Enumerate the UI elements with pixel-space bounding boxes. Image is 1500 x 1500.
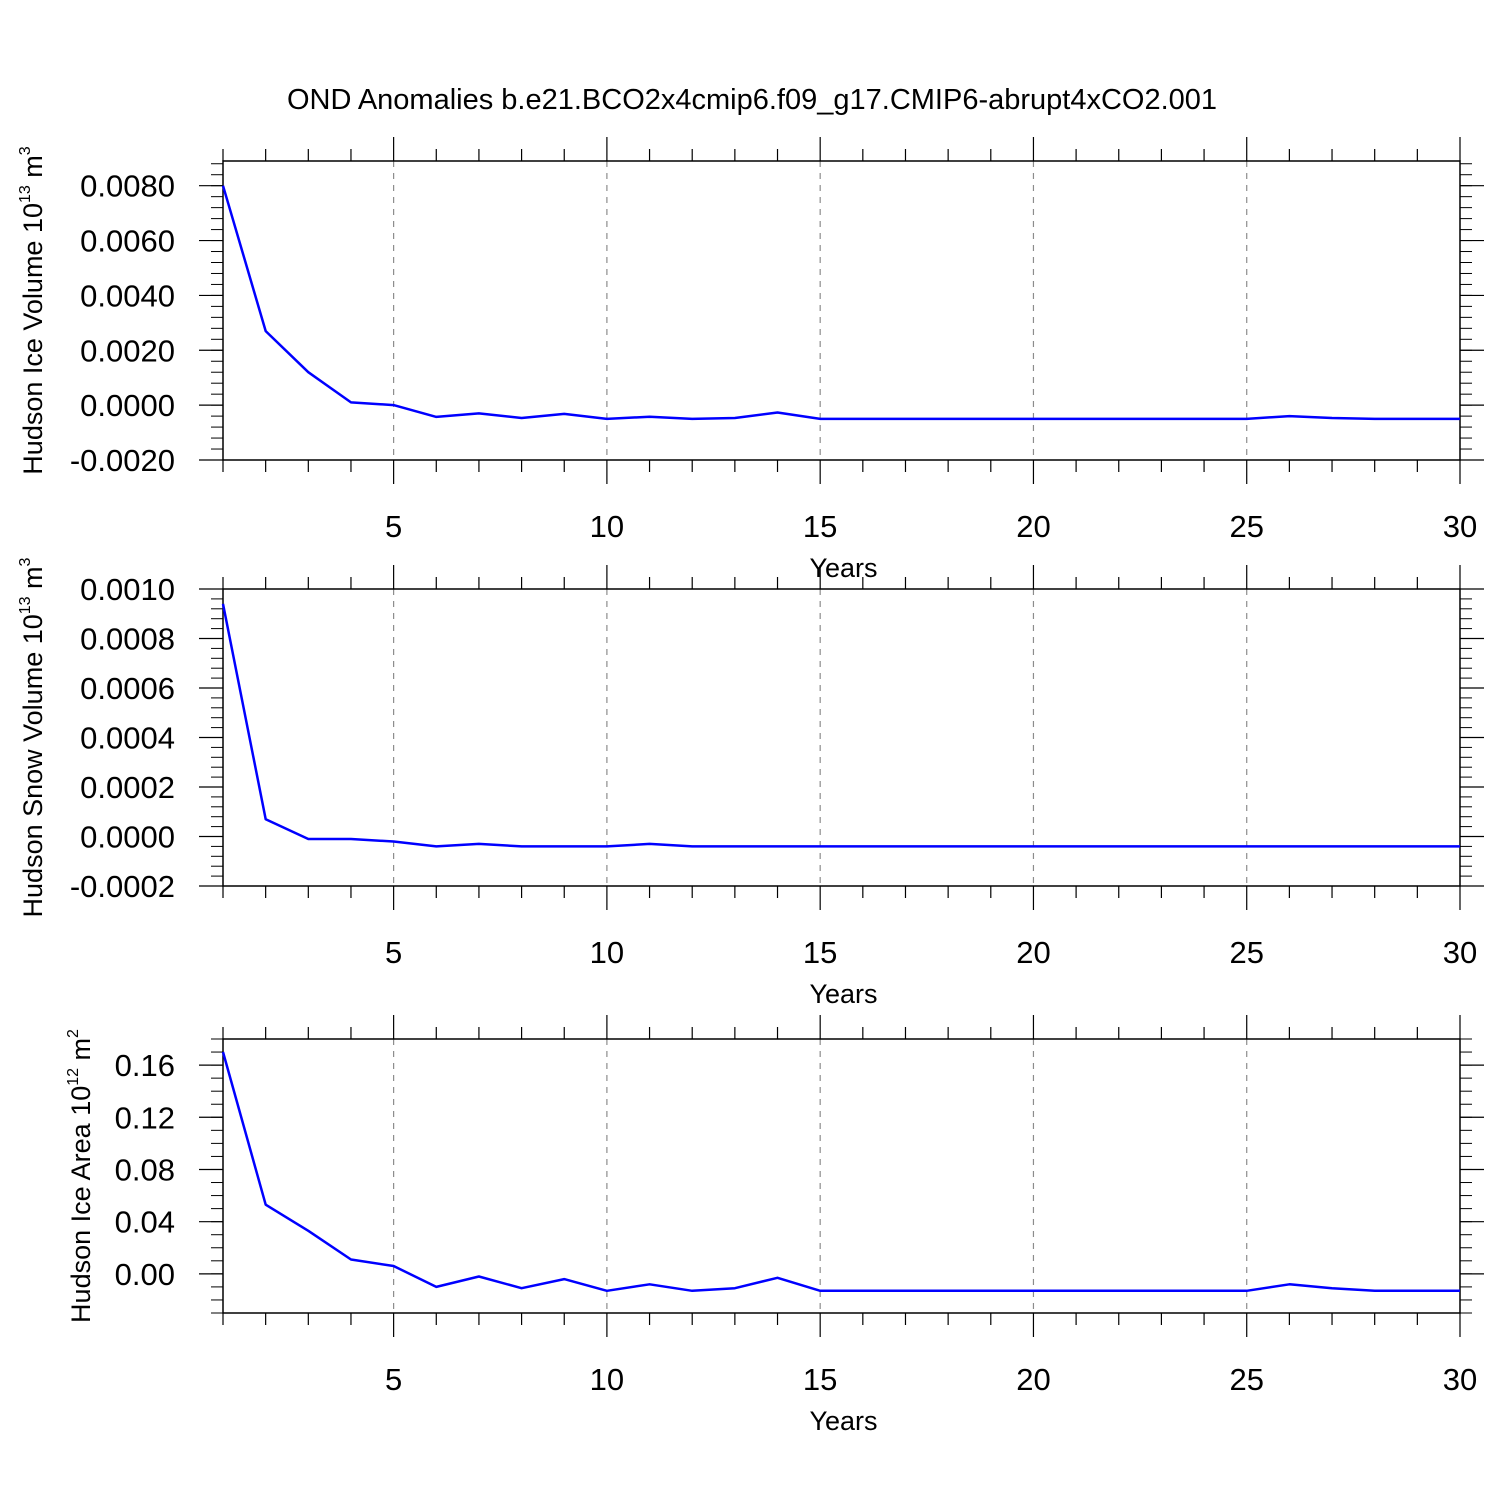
y-axis-label: Hudson Ice Area 1012 m2 bbox=[65, 1029, 96, 1323]
y-axis-label-superscript: 2 bbox=[65, 1029, 82, 1038]
x-tick-label: 5 bbox=[385, 509, 402, 544]
series-line-ice-volume bbox=[221, 185, 1460, 421]
x-tick-label: 25 bbox=[1229, 1362, 1263, 1397]
x-tick-label: 10 bbox=[590, 509, 624, 544]
x-tick-label: 20 bbox=[1016, 509, 1050, 544]
x-tick-label: 10 bbox=[590, 1362, 624, 1397]
y-tick-label: 0.00 bbox=[115, 1257, 175, 1292]
y-axis-label: Hudson Ice Volume 1013 m3 bbox=[17, 146, 48, 474]
y-tick-label: 0.0000 bbox=[80, 388, 175, 423]
y-axis-label-superscript: 3 bbox=[17, 146, 34, 155]
y-axis-label-superscript: 13 bbox=[17, 596, 34, 614]
y-axis-label-superscript: 3 bbox=[17, 557, 34, 566]
x-tick-label: 20 bbox=[1016, 935, 1050, 970]
y-axis-label-text: Hudson Snow Volume 10 bbox=[18, 614, 48, 917]
y-tick-label: -0.0002 bbox=[70, 869, 175, 904]
y-tick-label: 0.0006 bbox=[80, 671, 175, 706]
y-tick-label: 0.0008 bbox=[80, 622, 175, 657]
y-tick-label: 0.0002 bbox=[80, 770, 175, 805]
y-axis-label-text: m bbox=[66, 1038, 96, 1068]
x-tick-label: 25 bbox=[1229, 935, 1263, 970]
y-tick-label: 0.0080 bbox=[80, 169, 175, 204]
y-axis-label-superscript: 12 bbox=[65, 1068, 82, 1086]
x-tick-label: 15 bbox=[803, 509, 837, 544]
y-tick-label: 0.0000 bbox=[80, 820, 175, 855]
x-tick-label: 5 bbox=[385, 1362, 402, 1397]
y-axis-label-text: m bbox=[18, 566, 48, 596]
x-tick-label: 30 bbox=[1443, 1362, 1477, 1397]
x-tick-label: 10 bbox=[590, 935, 624, 970]
plot-frame bbox=[222, 1038, 1461, 1314]
x-axis-label: Years bbox=[809, 979, 877, 1009]
x-tick-label: 25 bbox=[1229, 509, 1263, 544]
y-axis-label-superscript: 13 bbox=[17, 185, 34, 203]
x-tick-label: 30 bbox=[1443, 935, 1477, 970]
y-axis-label-text: Hudson Ice Volume 10 bbox=[18, 203, 48, 475]
panel-snow-volume: 0.0010 0.0008 0.0006 0.0004 0.0002 0.0000 -0.0… bbox=[17, 557, 1484, 1009]
y-tick-label: 0.08 bbox=[115, 1152, 175, 1187]
series-line-snow-volume bbox=[221, 603, 1460, 848]
plot-frame bbox=[222, 160, 1461, 461]
y-tick-label: 0.0020 bbox=[80, 333, 175, 368]
y-axis-label: Hudson Snow Volume 1013 m3 bbox=[17, 557, 48, 917]
y-axis-label-text: m bbox=[18, 155, 48, 185]
x-axis-label: Years bbox=[809, 553, 877, 583]
series-line-ice-area bbox=[221, 1051, 1460, 1293]
x-tick-label: 30 bbox=[1443, 509, 1477, 544]
y-tick-label: 0.0004 bbox=[80, 721, 175, 756]
y-tick-label: 0.0040 bbox=[80, 278, 175, 313]
y-tick-label: 0.0010 bbox=[80, 572, 175, 607]
x-tick-label: 20 bbox=[1016, 1362, 1050, 1397]
y-tick-label: 0.16 bbox=[115, 1048, 175, 1083]
x-axis-label: Years bbox=[809, 1406, 877, 1436]
plot-frame bbox=[222, 588, 1461, 887]
panel-ice-area: 0.16 0.12 0.08 0.04 0.00 5 10 15 20 25 30 Years Huds… bbox=[65, 1015, 1484, 1436]
x-tick-label: 15 bbox=[803, 1362, 837, 1397]
x-tick-label: 15 bbox=[803, 935, 837, 970]
x-tick-label: 5 bbox=[385, 935, 402, 970]
y-tick-label: 0.04 bbox=[115, 1205, 175, 1240]
y-tick-label: 0.0060 bbox=[80, 224, 175, 259]
y-tick-label: 0.12 bbox=[115, 1100, 175, 1135]
panel-ice-volume: 0.0080 0.0060 0.0040 0.0020 0.0000 -0.0020 5 10… bbox=[17, 137, 1484, 583]
y-tick-label: -0.0020 bbox=[70, 443, 175, 478]
page-title: OND Anomalies b.e21.BCO2x4cmip6.f09_g17.… bbox=[286, 84, 1218, 116]
y-axis-label-text: Hudson Ice Area 10 bbox=[66, 1086, 96, 1323]
